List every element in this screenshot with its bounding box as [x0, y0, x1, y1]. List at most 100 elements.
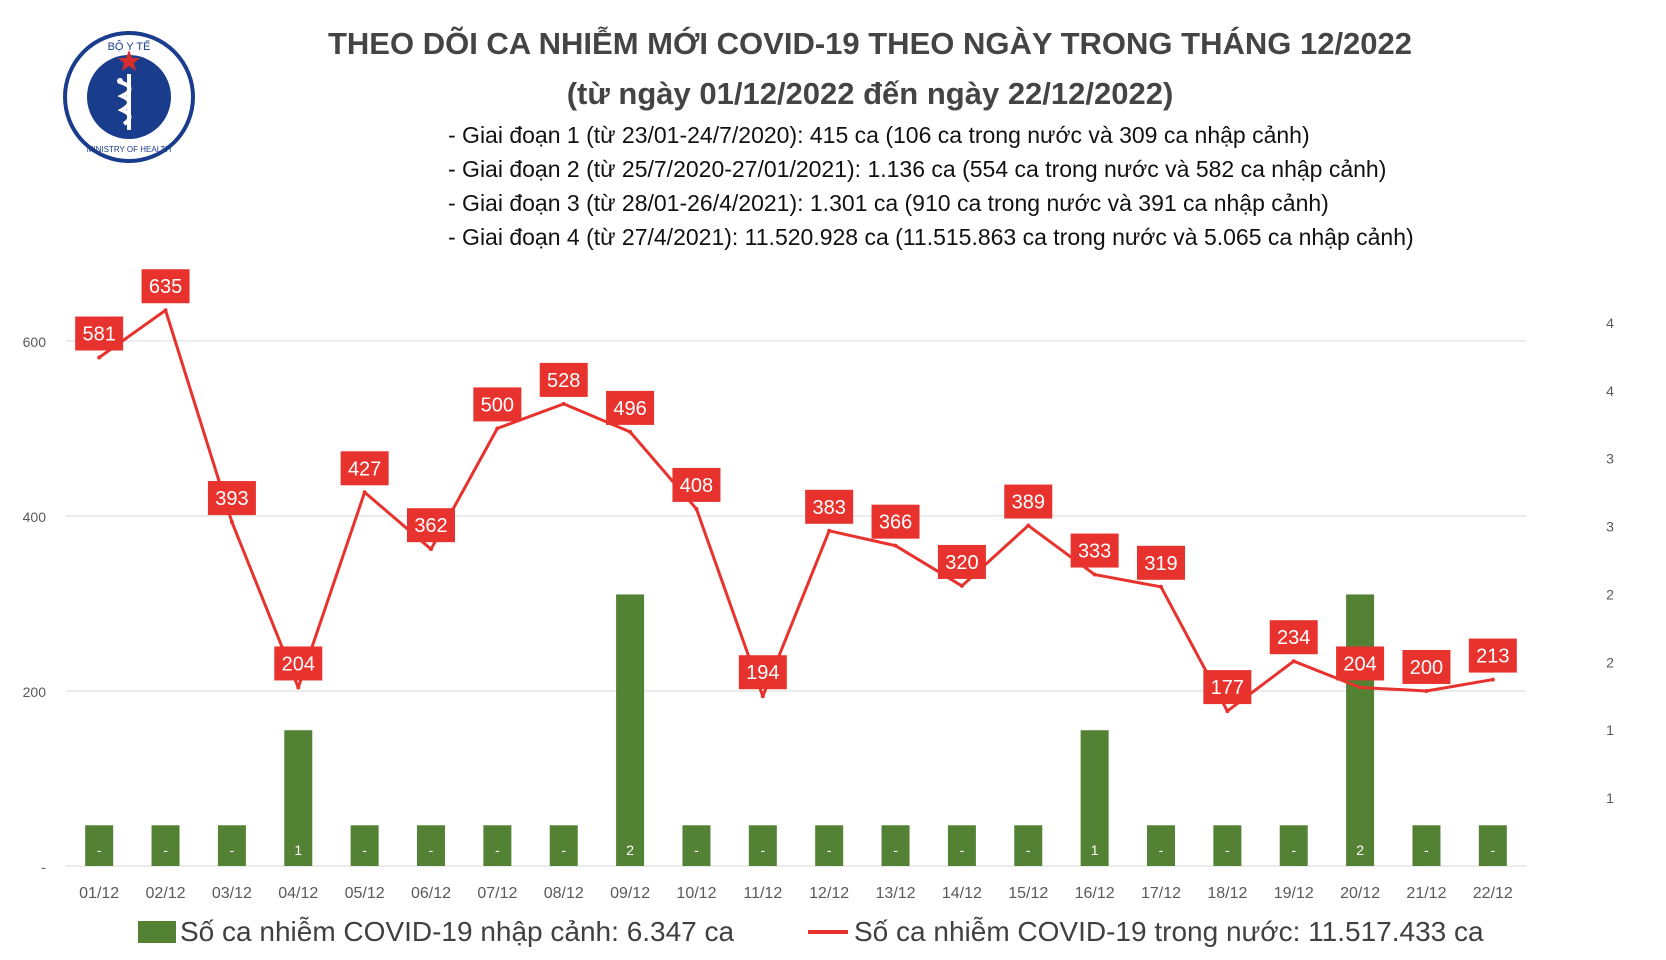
bar-data-label: -: [694, 842, 699, 858]
x-tick-label: 16/12: [1075, 885, 1115, 902]
x-tick-label: 05/12: [345, 885, 385, 902]
line-data-label: 528: [547, 370, 580, 392]
legend-imported: Số ca nhiễm COVID-19 nhập cảnh: 6.347 ca: [138, 914, 734, 950]
y-right-tick-label: 3: [1606, 451, 1614, 467]
phase-notes: - Giai đoạn 1 (từ 23/01-24/7/2020): 415 …: [448, 118, 1414, 254]
x-tick-label: 22/12: [1473, 885, 1513, 902]
x-tick-label: 18/12: [1207, 885, 1247, 902]
x-tick-label: 07/12: [477, 885, 517, 902]
phase-note-2: - Giai đoạn 2 (từ 25/7/2020-27/01/2021):…: [448, 156, 1387, 182]
x-tick-label: 19/12: [1274, 885, 1314, 902]
line-data-label-box: [141, 269, 190, 304]
y-left-tick-label: 600: [23, 334, 47, 350]
line-series-domestic: [98, 308, 1494, 713]
line-point: [561, 401, 566, 406]
bar: [1147, 825, 1175, 866]
bar: [483, 825, 512, 866]
line-data-label-box: [207, 481, 256, 516]
bar-data-label: -: [760, 842, 765, 858]
bar: [1014, 825, 1043, 866]
y-right-tick-label: 1: [1606, 790, 1614, 806]
line-data-label-box: [1203, 670, 1252, 705]
bar-data-label: 1: [294, 842, 302, 858]
bar-data-label: -: [1159, 842, 1164, 858]
line-data-label-box: [1070, 533, 1119, 568]
bar-data-label: -: [561, 842, 566, 858]
line-point: [362, 490, 367, 495]
legend-domestic: Số ca nhiễm COVID-19 trong nước: 11.517.…: [808, 914, 1484, 950]
chart-subtitle: (từ ngày 01/12/2022 đến ngày 22/12/2022): [566, 76, 1174, 111]
y-right-tick-label: 4: [1606, 315, 1614, 331]
bar-data-label: 1: [1091, 842, 1099, 858]
bar: [1080, 730, 1109, 866]
line-point: [1490, 677, 1495, 682]
bar: [217, 825, 246, 866]
line-data-label: 500: [481, 394, 514, 416]
y-right-tick-label: 2: [1606, 654, 1614, 670]
bar-data-label: -: [230, 842, 235, 858]
line-data-label: 234: [1277, 627, 1310, 649]
bar-data-label: -: [97, 842, 102, 858]
bar: [417, 825, 445, 866]
y-right-tick-label: 1: [1606, 722, 1614, 738]
bar: [947, 825, 976, 866]
x-tick-label: 11/12: [743, 885, 782, 902]
x-tick-label: 20/12: [1340, 885, 1380, 902]
line-data-label-box: [274, 646, 323, 681]
bar: [1213, 825, 1242, 866]
line-data-label: 496: [613, 398, 646, 420]
x-tick-label: 03/12: [212, 885, 252, 902]
logo-top-text: BỘ Y TẾ: [108, 40, 151, 53]
line-point: [296, 685, 301, 690]
legend-imported-label: Số ca nhiễm COVID-19 nhập cảnh: 6.347 ca: [180, 916, 735, 947]
line-point: [97, 355, 102, 360]
x-tick-label: 06/12: [411, 885, 451, 902]
bar-data-label: -: [1225, 842, 1230, 858]
line-data-label-box: [75, 316, 124, 351]
y-left-tick-label: -: [41, 859, 46, 875]
line-data-label: 213: [1476, 646, 1509, 668]
bar-data-label: -: [1291, 842, 1296, 858]
bar-data-label: -: [1424, 842, 1429, 858]
bar: [748, 825, 777, 866]
chart-title: THEO DÕI CA NHIỄM MỚI COVID-19 THEO NGÀY…: [327, 26, 1413, 61]
line-data-label-box: [539, 362, 588, 397]
line-data-label-box: [672, 467, 721, 502]
line-data-label: 389: [1012, 492, 1045, 514]
line-point: [1159, 584, 1163, 589]
line-point: [694, 506, 699, 511]
bar-data-label: -: [1490, 842, 1495, 858]
x-tick-label: 10/12: [676, 885, 716, 902]
line-data-label-box: [1336, 646, 1385, 681]
phase-note-1: - Giai đoạn 1 (từ 23/01-24/7/2020): 415 …: [448, 122, 1310, 148]
phase-note-4: - Giai đoạn 4 (từ 27/4/2021): 11.520.928…: [448, 224, 1414, 250]
y-right-tick-label: 4: [1606, 383, 1614, 399]
x-tick-label: 15/12: [1008, 885, 1048, 902]
phase-note-3: - Giai đoạn 3 (từ 28/01-26/4/2021): 1.30…: [448, 190, 1329, 216]
line-point: [1358, 685, 1363, 690]
line-data-label-box: [871, 504, 920, 539]
bar: [151, 825, 180, 866]
x-tick-label: 04/12: [278, 885, 318, 902]
bar: [1478, 825, 1507, 866]
line-point: [163, 308, 168, 313]
legend-bar-swatch: [138, 921, 176, 943]
line-point: [760, 694, 765, 699]
bar: [85, 825, 114, 866]
line-point: [1026, 523, 1031, 528]
bar: [284, 730, 313, 866]
bar: [682, 825, 711, 866]
bar-data-label: -: [429, 842, 434, 858]
x-tick-label: 14/12: [942, 885, 982, 902]
line-point: [893, 543, 898, 548]
line-point: [827, 528, 832, 533]
line-data-label: 320: [945, 552, 978, 574]
y-right-tick-label: 3: [1606, 519, 1614, 535]
bar: [1279, 825, 1308, 866]
y-left-tick-label: 400: [23, 509, 47, 525]
y-left-tick-label: 200: [23, 684, 47, 700]
bar-data-label: -: [1026, 842, 1031, 858]
line-data-label: 333: [1078, 541, 1111, 563]
logo-bottom-text: MINISTRY OF HEALTH: [87, 145, 172, 154]
line-point: [229, 520, 234, 525]
